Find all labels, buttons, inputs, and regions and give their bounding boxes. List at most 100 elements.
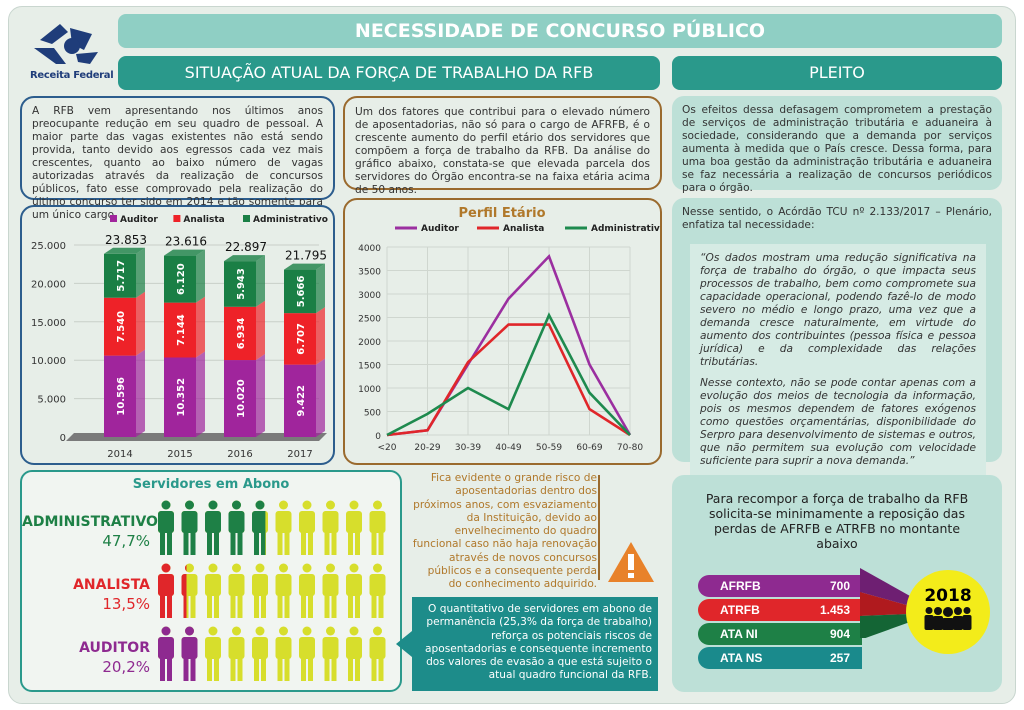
bar-top xyxy=(164,249,205,256)
person-body xyxy=(228,637,245,659)
person-body xyxy=(346,511,362,533)
bar-value-label: 10.020 xyxy=(236,379,247,418)
bar-top xyxy=(284,263,325,270)
person-head xyxy=(161,563,171,573)
abono-percent: 13,5% xyxy=(102,595,150,613)
receita-federal-logo-icon xyxy=(34,24,98,64)
person-head xyxy=(232,626,241,636)
person-head xyxy=(302,500,312,510)
divider xyxy=(598,475,600,580)
request-item-value: 904 xyxy=(829,627,850,641)
abono-callout-shape xyxy=(396,597,658,691)
person-leg xyxy=(301,656,306,681)
person-leg xyxy=(214,656,219,681)
person-leg xyxy=(348,656,353,681)
legend-label: Analista xyxy=(503,224,544,234)
person-icon xyxy=(369,626,386,681)
person-head xyxy=(279,500,288,510)
person-icon xyxy=(346,626,362,681)
person-head xyxy=(373,626,382,636)
person-fill xyxy=(158,500,174,555)
person-head xyxy=(279,626,288,636)
legend-label: Auditor xyxy=(120,215,158,225)
y-tick-label: 500 xyxy=(364,409,381,419)
person-body xyxy=(369,511,386,533)
y-tick-label: 25.000 xyxy=(31,241,66,252)
person-leg xyxy=(254,593,259,618)
person-leg xyxy=(277,656,283,681)
person-leg xyxy=(167,656,172,681)
person-leg xyxy=(261,656,266,681)
person-body xyxy=(953,616,963,630)
person-head xyxy=(954,607,962,615)
person-body xyxy=(181,511,198,533)
person-leg xyxy=(160,593,165,618)
person-body xyxy=(962,615,972,630)
person-body xyxy=(924,615,934,630)
person-body xyxy=(346,637,362,659)
person-body xyxy=(252,511,266,533)
person-body xyxy=(275,637,292,659)
person-leg xyxy=(261,593,266,618)
legend-swatch xyxy=(243,215,250,222)
person-leg xyxy=(237,656,243,681)
person-head xyxy=(925,607,933,614)
person-head xyxy=(943,607,953,617)
person-head xyxy=(279,563,288,573)
abono-category: AUDITOR xyxy=(79,640,150,656)
person-icon xyxy=(228,500,245,555)
person-leg xyxy=(355,656,360,681)
people-icons xyxy=(158,563,386,618)
bar-segment xyxy=(164,302,196,358)
person-head xyxy=(185,626,194,636)
person-icon xyxy=(322,500,339,555)
person-leg xyxy=(230,656,236,681)
abono-row: ADMINISTRATIVO 47,7% xyxy=(22,500,400,560)
person-icon xyxy=(228,563,245,618)
person-leg xyxy=(207,593,212,618)
bar-value-label: 6.707 xyxy=(296,323,307,355)
person-body xyxy=(228,574,245,596)
bar-total-label: 22.897 xyxy=(225,240,267,254)
person-head xyxy=(185,564,187,572)
year-badge-text: 2018 xyxy=(924,586,972,606)
person-body xyxy=(252,637,268,659)
person-leg xyxy=(167,593,172,618)
bar-segment xyxy=(284,364,316,437)
person-leg xyxy=(237,593,243,618)
person-body xyxy=(205,637,221,659)
person-body xyxy=(205,511,221,533)
bar-side xyxy=(256,255,265,307)
request-text: Para recompor a força de trabalho da RFB… xyxy=(705,491,969,551)
bar-value-label: 6.120 xyxy=(176,263,187,295)
person-leg xyxy=(254,530,259,555)
person-leg xyxy=(190,530,196,555)
person-head xyxy=(326,563,335,573)
person-leg xyxy=(230,593,236,618)
person-head xyxy=(161,500,171,510)
bar-segment xyxy=(164,255,196,303)
person-leg xyxy=(378,530,384,555)
request-item-label: ATA NS xyxy=(720,651,763,665)
quote-box: “Os dados mostram uma redução significat… xyxy=(690,244,986,476)
person-fill xyxy=(252,500,266,555)
warning-icon xyxy=(608,542,654,582)
bar-side xyxy=(316,263,325,314)
request-item: AFRFB 700 xyxy=(698,575,862,597)
person-icon xyxy=(275,500,292,555)
bar-chart-box: 0 5.000 10.000 15.000 20.000 25.000 Auditor Ana… xyxy=(20,205,335,465)
person-body xyxy=(299,511,315,533)
bar-segment xyxy=(104,297,136,356)
person-leg xyxy=(190,656,196,681)
section-title-right: PLEITO xyxy=(672,56,1002,90)
person-leg xyxy=(324,656,330,681)
person-body xyxy=(369,637,386,659)
person-leg xyxy=(183,656,189,681)
bar-side xyxy=(136,247,145,298)
y-tick-label: 0 xyxy=(60,433,66,444)
person-fill xyxy=(181,626,198,681)
person-head xyxy=(185,563,194,573)
person-head xyxy=(326,500,335,510)
person-icon xyxy=(322,563,339,618)
person-icon xyxy=(346,563,362,618)
